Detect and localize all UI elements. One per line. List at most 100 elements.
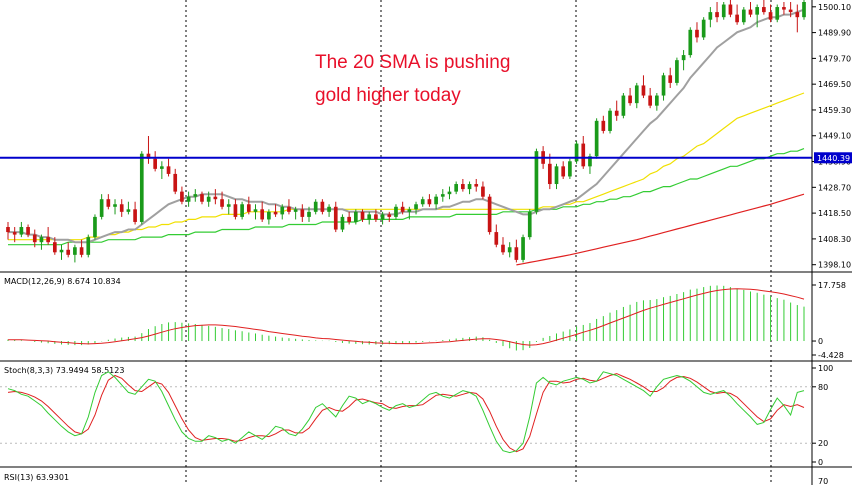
candle-body	[748, 9, 753, 15]
stochastic-tick-label: 100	[818, 364, 833, 373]
moving-average-lines	[8, 8, 805, 266]
candle-body	[347, 216, 351, 222]
candlesticks	[6, 0, 806, 263]
candle-body	[6, 227, 10, 233]
candle-body	[233, 204, 238, 217]
candle-body	[574, 143, 579, 162]
candle-body	[554, 166, 559, 185]
sma20-line	[8, 8, 805, 244]
candle-body	[180, 191, 184, 202]
candle-body	[467, 184, 472, 190]
candle-body	[333, 206, 338, 230]
candle-body	[414, 204, 418, 210]
candle-body	[166, 166, 171, 174]
candle-body	[146, 153, 151, 159]
candle-body	[226, 204, 231, 207]
candle-body	[527, 211, 532, 238]
candle-body	[93, 216, 97, 238]
candle-body	[681, 55, 686, 61]
price-tick-label: 1489.90	[818, 29, 851, 38]
candle-body	[113, 204, 117, 207]
candle-body	[133, 209, 137, 222]
stochastic-panel[interactable]: Stoch(8,3,3) 73.9494 58.5123 100 80 20 0	[0, 364, 833, 467]
candle-body	[661, 75, 666, 96]
candle-body	[139, 153, 144, 222]
candle-body	[213, 196, 218, 200]
candle-body	[106, 199, 111, 207]
candle-body	[701, 19, 706, 38]
candle-body	[474, 184, 479, 187]
candle-body	[220, 199, 224, 207]
rsi-panel[interactable]: RSI(13) 63.9301 70	[4, 473, 828, 485]
candle-body	[52, 242, 57, 253]
candle-body	[440, 194, 445, 197]
macd-label: MACD(12,26,9) 8.674 10.834	[4, 277, 121, 286]
annotation-line-2: gold higher today	[315, 85, 461, 106]
candle-body	[434, 196, 438, 205]
candle-body	[327, 206, 331, 212]
price-tick-label: 1428.70	[818, 183, 851, 192]
candle-body	[641, 85, 646, 96]
candle-body	[99, 199, 104, 217]
candle-body	[126, 209, 131, 212]
candle-body	[594, 120, 599, 157]
candle-body	[768, 12, 773, 20]
candle-body	[775, 7, 780, 20]
candle-body	[59, 249, 64, 253]
candle-body	[621, 95, 626, 116]
candle-body	[387, 214, 392, 217]
candle-body	[534, 151, 539, 212]
candle-body	[320, 201, 325, 212]
macd-tick-label: 17.758	[818, 281, 846, 290]
candle-body	[19, 227, 24, 235]
sma200-line	[516, 193, 805, 266]
candle-body	[367, 214, 372, 220]
candle-body	[461, 184, 465, 190]
candle-body	[186, 196, 191, 202]
candle-body	[160, 166, 164, 169]
candle-body	[420, 199, 425, 205]
macd-panel[interactable]: MACD(12,26,9) 8.674 10.834 17.758 0 -4.428	[4, 277, 846, 360]
candle-body	[427, 199, 432, 205]
candle-body	[206, 196, 211, 202]
candle-body	[280, 206, 285, 215]
candle-body	[802, 2, 806, 18]
candle-body	[246, 204, 251, 212]
stochastic-tick-label: 0	[818, 458, 823, 467]
stochastic-label: Stoch(8,3,3) 73.9494 58.5123	[4, 366, 124, 375]
candle-body	[648, 95, 652, 106]
candle-body	[608, 110, 612, 131]
rsi-tick-label: 70	[818, 477, 828, 485]
macd-signal-line	[8, 288, 805, 346]
candle-body	[634, 85, 639, 104]
candle-body	[481, 186, 485, 197]
candle-body	[588, 156, 592, 167]
candle-body	[46, 237, 50, 243]
candle-body	[454, 184, 459, 192]
stochastic-levels	[0, 386, 812, 444]
price-tick-label: 1479.70	[818, 54, 851, 63]
candle-body	[374, 214, 378, 220]
candle-body	[26, 227, 30, 235]
candle-body	[741, 9, 746, 23]
price-panel[interactable]: 1500.10 1489.90 1479.70 1469.50 1459.30 1449.…	[0, 0, 852, 270]
candle-body	[728, 4, 733, 15]
horizontal-level-tag-label: 1440.39	[817, 154, 850, 163]
candle-body	[614, 110, 619, 116]
price-tick-label: 1469.50	[818, 80, 851, 89]
candle-body	[568, 161, 572, 177]
candle-body	[287, 206, 291, 212]
candle-body	[12, 232, 17, 235]
candle-body	[307, 211, 311, 217]
horizontal-level-tag: 1440.39	[814, 152, 852, 164]
candle-body	[487, 196, 492, 233]
horizontal-level-tag-bg	[814, 152, 852, 164]
macd-tick-label: 0	[818, 337, 823, 346]
candle-body	[601, 120, 606, 131]
candle-body	[795, 12, 800, 18]
candle-body	[688, 29, 693, 56]
price-tick-label: 1500.10	[818, 3, 851, 12]
period-separators	[185, 0, 772, 485]
candle-body	[79, 247, 84, 255]
